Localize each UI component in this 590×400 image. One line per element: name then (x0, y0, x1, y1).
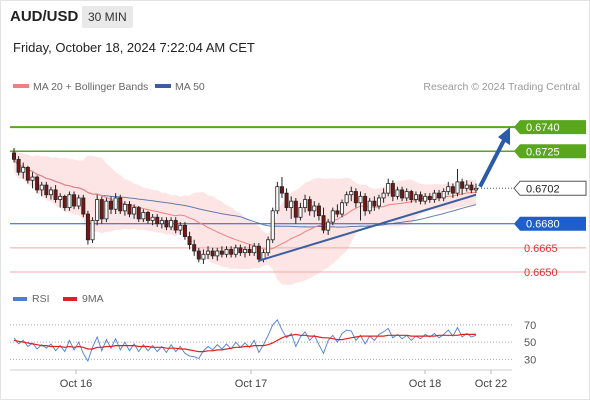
timeframe-badge[interactable]: 30 MIN (82, 6, 133, 28)
timestamp: Friday, October 18, 2024 7:22:04 AM CET (13, 40, 255, 55)
currency-pair-title: AUD/USD (10, 8, 79, 25)
